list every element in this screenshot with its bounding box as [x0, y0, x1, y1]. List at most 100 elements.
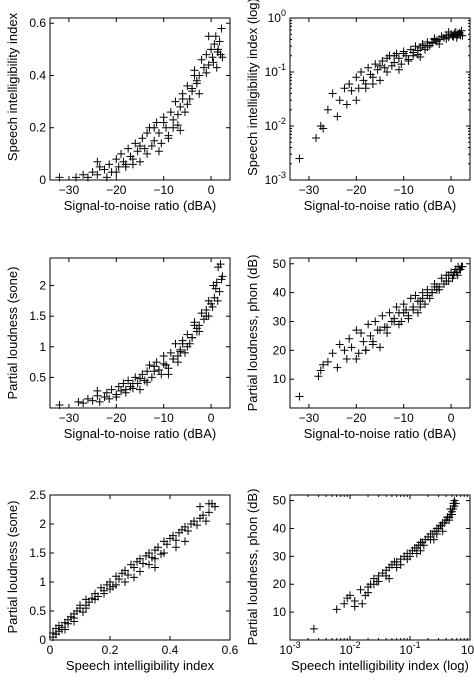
data-point [347, 86, 356, 95]
data-point [390, 58, 399, 67]
data-point [428, 288, 437, 297]
data-point [139, 559, 147, 568]
data-point [106, 578, 114, 586]
data-point [409, 51, 418, 60]
data-point [88, 168, 97, 177]
data-point [380, 63, 389, 72]
plot-frame [49, 17, 231, 181]
x-axis-label: Speech intelligibility index (log) [291, 658, 469, 673]
data-point [147, 142, 156, 151]
data-point [164, 370, 173, 379]
data-point [190, 321, 199, 330]
data-point [58, 625, 66, 634]
data-point [376, 343, 384, 352]
data-point [70, 613, 78, 622]
x-tick-label: −20 [346, 183, 367, 197]
data-point [197, 309, 206, 318]
x-tick-label: −30 [59, 183, 80, 197]
y-axis-label: Partial loudness (sone) [5, 501, 20, 634]
data-point [371, 60, 380, 69]
data-point [368, 79, 377, 88]
y-tick-label: 10-2 [265, 116, 286, 133]
data-point [64, 619, 72, 628]
data-point [136, 554, 144, 563]
data-point [100, 165, 109, 174]
data-point [361, 84, 370, 93]
data-point [151, 563, 159, 572]
y-tick-label: 20 [273, 343, 287, 357]
data-point [333, 112, 342, 121]
data-point [160, 549, 168, 557]
data-point [312, 133, 321, 142]
data-point [458, 31, 467, 40]
data-point [430, 35, 439, 44]
data-point [121, 162, 130, 171]
data-point [76, 601, 84, 610]
data-point [145, 361, 154, 370]
data-point [93, 386, 102, 395]
x-tick-label: 0 [448, 411, 455, 425]
data-point [413, 297, 422, 306]
data-point [93, 170, 102, 179]
y-tick-label: 30 [273, 314, 287, 328]
data-point [364, 320, 373, 329]
data-point [195, 327, 204, 336]
data-point [169, 531, 177, 540]
data-point [172, 543, 180, 552]
y-tick-label: 1 [39, 575, 46, 589]
x-axis-label: Speech intelligibility index [66, 658, 215, 673]
data-point [121, 578, 129, 586]
data-point [412, 549, 421, 558]
data-point [55, 400, 64, 409]
plot-frame [289, 257, 471, 409]
data-point [202, 50, 211, 59]
x-axis-label: Signal-to-noise ratio (dBA) [64, 426, 216, 441]
plot-frame [289, 494, 471, 641]
data-point [173, 110, 182, 119]
data-point [449, 499, 458, 508]
data-point [376, 76, 384, 85]
data-point [366, 331, 375, 340]
y-tick-label: 2 [39, 279, 46, 293]
data-point [173, 121, 182, 130]
x-tick-label: 0.4 [162, 643, 179, 657]
data-point [452, 33, 461, 42]
data-point [295, 392, 304, 401]
data-point [121, 388, 130, 397]
y-axis-label: Partial loudness, phon (dB) [245, 255, 260, 412]
x-axis-label: Signal-to-noise ratio (dBA) [64, 198, 216, 213]
data-point [376, 326, 384, 335]
data-point [457, 26, 466, 35]
data-point [218, 53, 227, 62]
data-point [432, 530, 441, 539]
data-point [166, 348, 175, 357]
data-point [333, 363, 342, 372]
data-point [346, 591, 354, 600]
x-tick-label: −30 [299, 183, 320, 197]
plot-frame [289, 17, 471, 181]
y-tick-label: 0.5 [29, 370, 46, 384]
data-point [378, 56, 387, 65]
y-tick-label: 20 [273, 577, 287, 591]
data-point [202, 312, 211, 321]
data-point [150, 362, 159, 371]
data-point [205, 499, 213, 508]
data-point [352, 96, 361, 105]
data-point [328, 89, 337, 98]
x-tick-label: −30 [59, 411, 80, 425]
y-axis-label: Partial loudness, phon (dB) [245, 489, 260, 646]
data-point [79, 170, 88, 179]
x-tick-label: 0 [448, 183, 455, 197]
data-point [184, 526, 192, 535]
scatter-panel-3: −30 −20 −10 0 0.5 1 1.5 2 Signal-to-noise ratio … [5, 257, 231, 441]
data-point [211, 32, 220, 41]
data-point [136, 142, 144, 151]
data-point [154, 543, 162, 552]
data-point [208, 53, 217, 62]
data-point [147, 373, 156, 382]
data-point [150, 136, 159, 145]
data-point [181, 108, 189, 117]
y-tick-label: 0.2 [29, 121, 46, 135]
data-point [444, 28, 453, 37]
data-point [150, 123, 159, 132]
